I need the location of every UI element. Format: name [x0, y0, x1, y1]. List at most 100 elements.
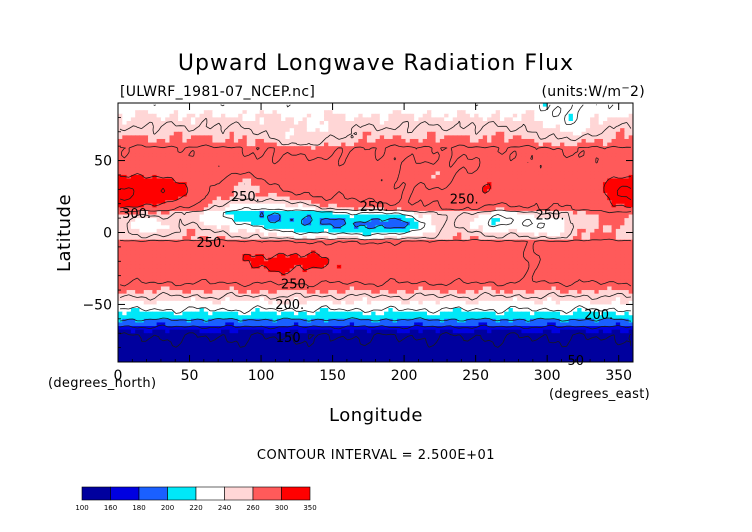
- field-cell: [439, 236, 445, 241]
- field-cell: [388, 156, 394, 162]
- field-cell: [461, 246, 467, 252]
- field-cell: [315, 189, 321, 194]
- field-cell: [233, 113, 239, 118]
- field-cell: [130, 207, 136, 212]
- field-cell: [122, 203, 128, 208]
- field-cell: [349, 243, 355, 248]
- field-cell: [289, 246, 295, 252]
- field-cell: [349, 149, 355, 154]
- field-cell: [178, 221, 183, 226]
- field-cell: [238, 120, 244, 126]
- field-cell: [345, 106, 351, 111]
- field-cell: [143, 174, 149, 180]
- field-cell: [165, 164, 171, 169]
- field-cell: [199, 146, 205, 151]
- field-cell: [478, 189, 484, 194]
- field-cell: [319, 146, 325, 151]
- field-cell: [199, 214, 205, 219]
- field-cell: [362, 142, 368, 147]
- field-cell: [572, 146, 578, 151]
- field-cell: [208, 225, 214, 230]
- field-cell: [169, 239, 175, 244]
- field-cell: [409, 142, 415, 147]
- field-cell: [375, 160, 381, 165]
- field-cell: [590, 246, 595, 252]
- field-cell: [538, 128, 544, 133]
- field-cell: [225, 218, 231, 223]
- field-cell: [435, 164, 441, 169]
- field-cell: [263, 131, 269, 136]
- field-cell: [263, 185, 269, 190]
- field-cell: [521, 214, 527, 219]
- field-cell: [435, 239, 441, 244]
- field-cell: [409, 182, 415, 187]
- field-cell: [156, 124, 162, 129]
- field-cell: [324, 203, 329, 208]
- field-cell: [594, 164, 600, 169]
- field-cell: [560, 174, 565, 180]
- field-cell: [469, 192, 475, 198]
- field-cell: [624, 182, 630, 187]
- field-cell: [328, 106, 334, 111]
- field-cell: [276, 214, 282, 219]
- field-cell: [332, 160, 338, 165]
- field-cell: [598, 200, 604, 205]
- field-cell: [126, 103, 132, 108]
- field-cell: [568, 110, 574, 115]
- field-cell: [448, 110, 454, 115]
- field-cell: [448, 246, 454, 252]
- field-cell: [542, 164, 548, 169]
- field-cell: [414, 207, 420, 212]
- field-cell: [602, 103, 608, 108]
- field-cell: [289, 156, 295, 162]
- field-cell: [602, 167, 608, 172]
- field-cell: [371, 203, 377, 208]
- field-cell: [332, 210, 338, 216]
- field-cell: [251, 142, 256, 147]
- field-cell: [156, 167, 162, 172]
- field-cell: [564, 246, 570, 252]
- field-cell: [212, 149, 218, 154]
- field-cell: [568, 174, 574, 180]
- field-cell: [482, 138, 488, 144]
- field-cell: [469, 117, 475, 122]
- field-cell: [538, 232, 544, 237]
- field-cell: [276, 250, 282, 255]
- field-cell: [173, 236, 179, 241]
- field-cell: [534, 142, 540, 147]
- field-cell: [251, 138, 256, 144]
- field-cell: [135, 196, 141, 201]
- field-cell: [225, 192, 231, 198]
- field-cell: [332, 124, 338, 129]
- field-cell: [418, 207, 424, 212]
- field-cell: [598, 117, 604, 122]
- field-cell: [538, 243, 544, 248]
- field-cell: [538, 120, 544, 126]
- field-cell: [118, 174, 123, 180]
- field-cell: [551, 203, 557, 208]
- field-cell: [246, 106, 252, 111]
- field-cell: [242, 103, 248, 108]
- field-cell: [238, 250, 244, 255]
- field-cell: [216, 156, 222, 162]
- field-cell: [474, 110, 480, 115]
- field-cell: [332, 142, 338, 147]
- field-cell: [199, 106, 205, 111]
- field-cell: [182, 221, 188, 226]
- field-cell: [306, 117, 312, 122]
- field-cell: [392, 149, 398, 154]
- field-cell: [328, 156, 334, 162]
- field-cell: [160, 221, 166, 226]
- field-cell: [461, 142, 467, 147]
- field-cell: [572, 236, 578, 241]
- field-cell: [212, 239, 218, 244]
- field-cell: [504, 149, 510, 154]
- field-cell: [302, 243, 308, 248]
- field-cell: [203, 138, 209, 144]
- field-cell: [315, 210, 321, 216]
- field-cell: [152, 182, 158, 187]
- field-cell: [349, 246, 355, 252]
- field-cell: [233, 149, 239, 154]
- field-cell: [512, 103, 518, 108]
- field-cell: [482, 225, 488, 230]
